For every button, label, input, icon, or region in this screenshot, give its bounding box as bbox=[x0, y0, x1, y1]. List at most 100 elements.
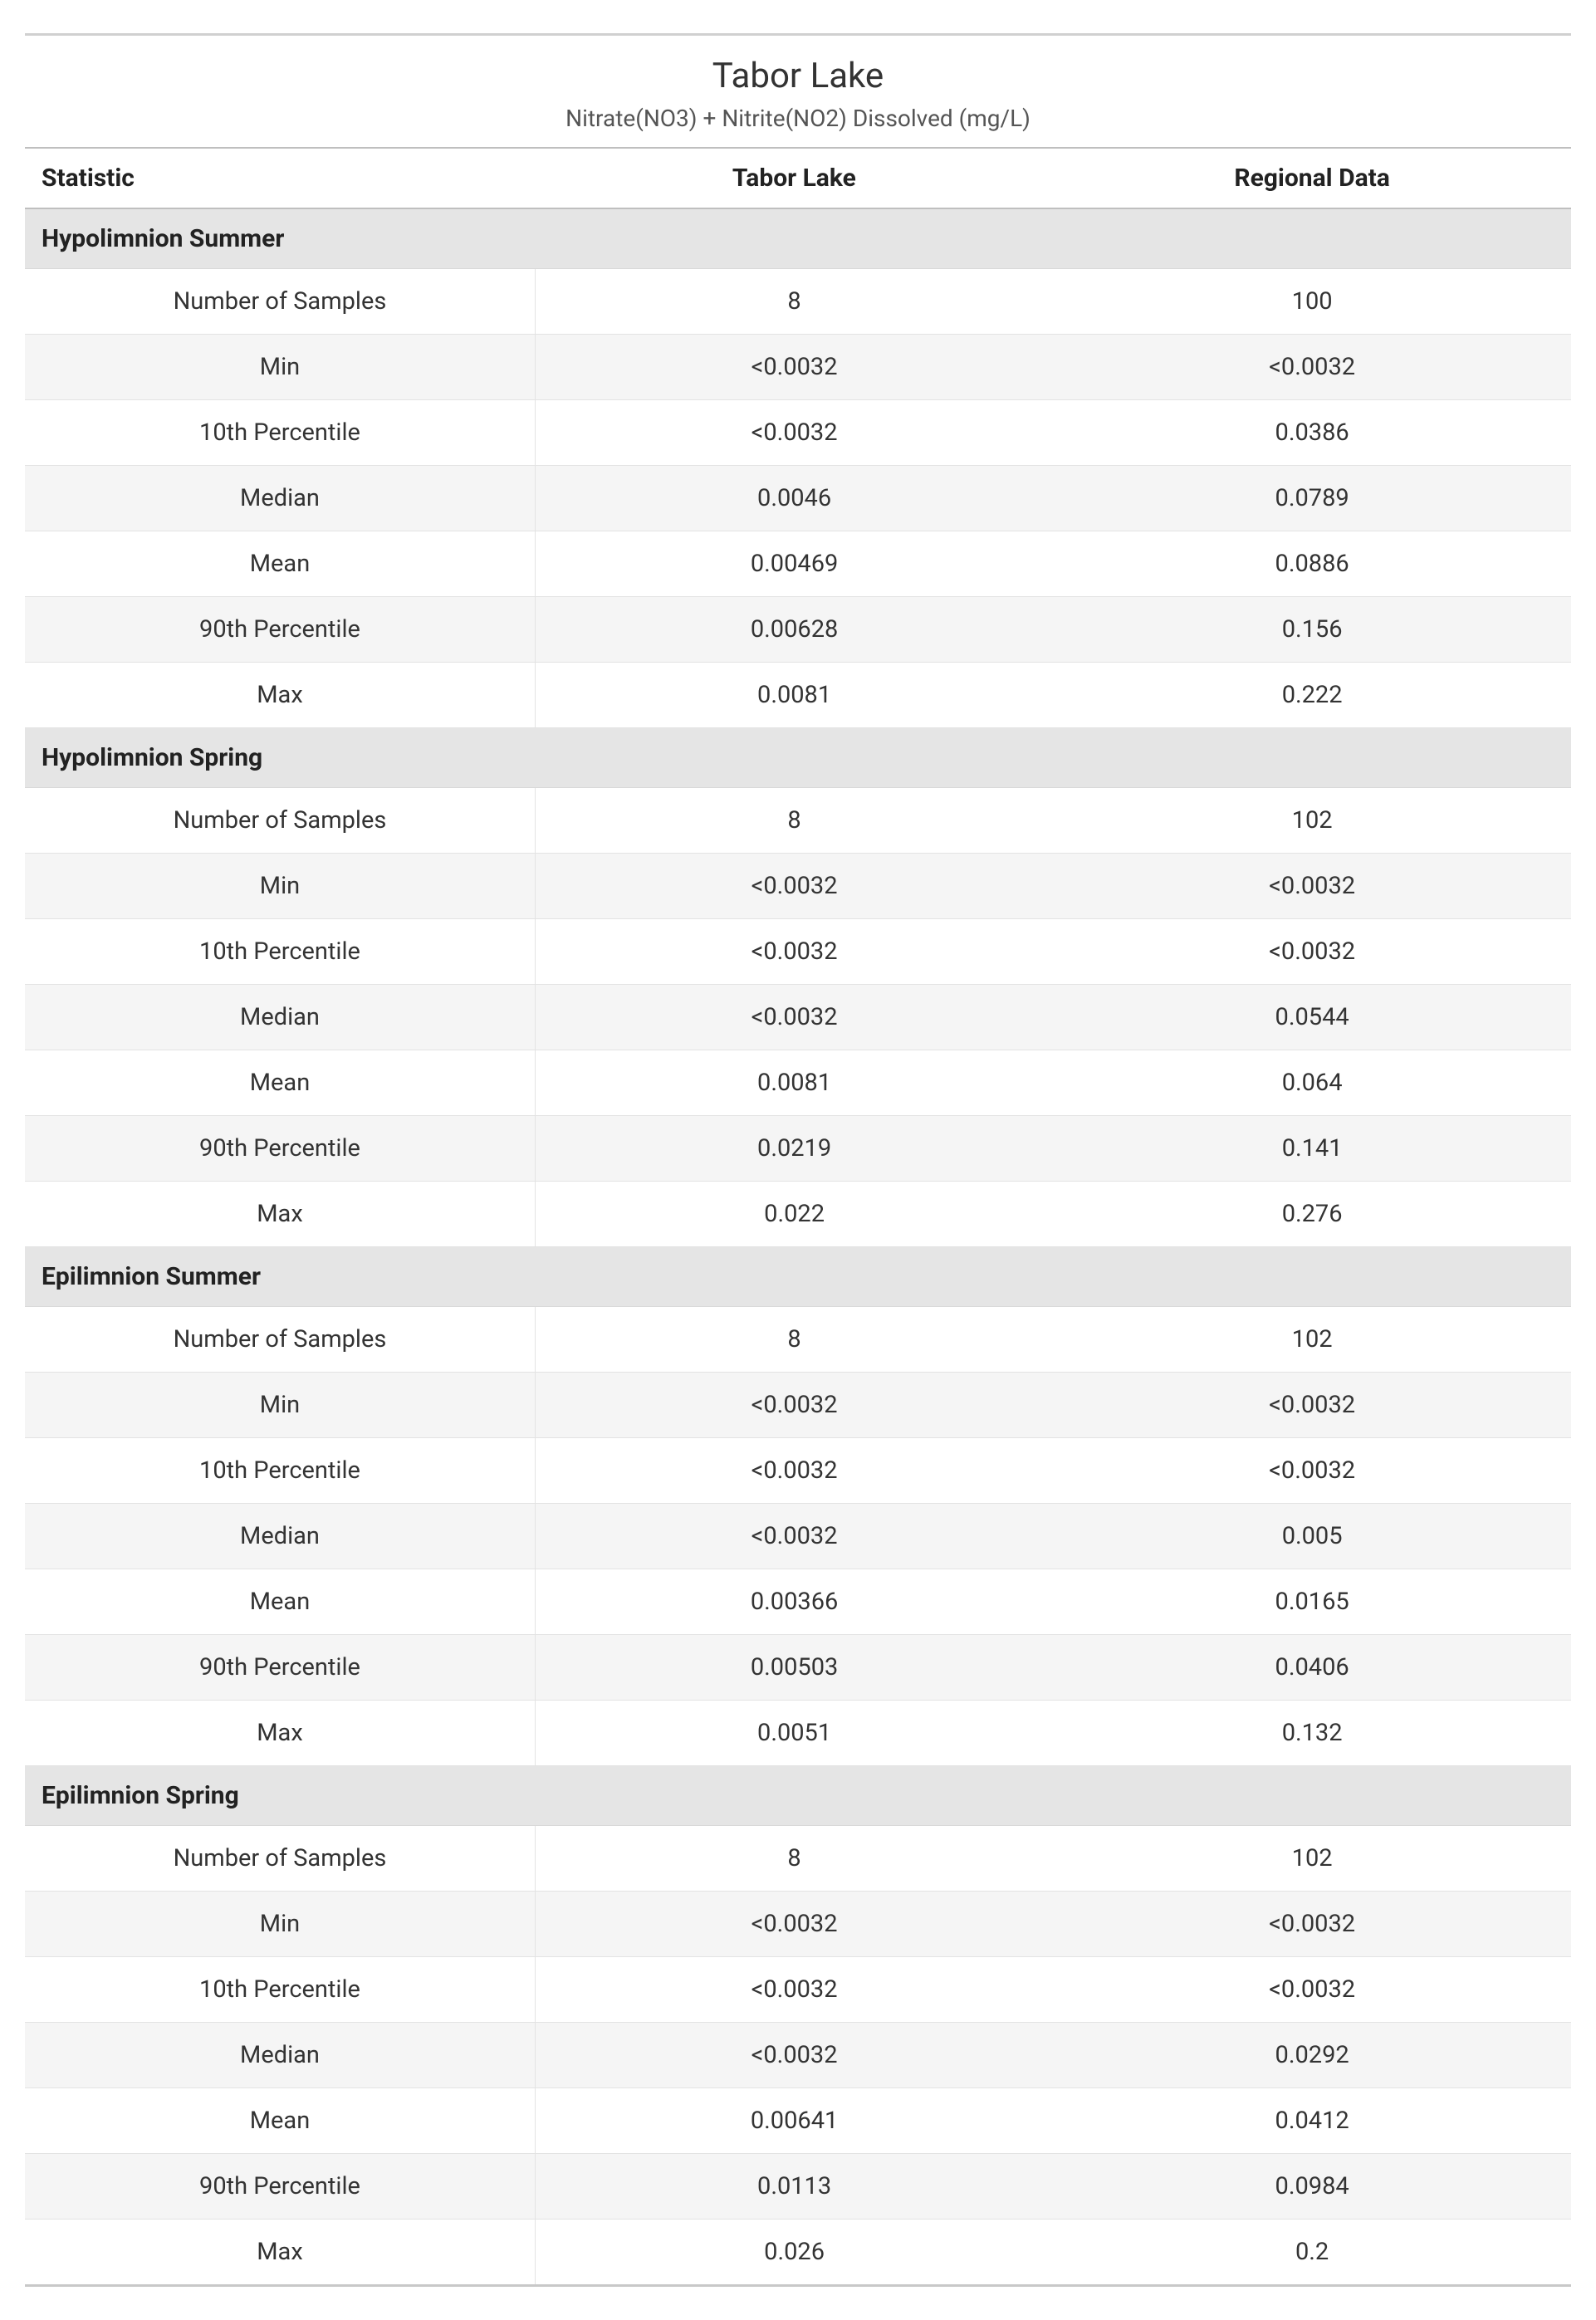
value-regional: <0.0032 bbox=[1053, 1438, 1571, 1504]
stat-label: Max bbox=[25, 2220, 535, 2286]
stat-label: Number of Samples bbox=[25, 1307, 535, 1373]
value-regional: 0.064 bbox=[1053, 1050, 1571, 1116]
value-regional: 0.0789 bbox=[1053, 466, 1571, 531]
stat-label: Min bbox=[25, 1373, 535, 1438]
table-row: Number of Samples8100 bbox=[25, 269, 1571, 335]
section-header: Hypolimnion Spring bbox=[25, 728, 1571, 788]
stat-label: Number of Samples bbox=[25, 788, 535, 854]
stat-label: Median bbox=[25, 1504, 535, 1569]
value-tabor-lake: 8 bbox=[535, 1307, 1053, 1373]
stat-label: 90th Percentile bbox=[25, 1116, 535, 1182]
statistics-table: Statistic Tabor Lake Regional Data Hypol… bbox=[25, 149, 1571, 2287]
value-tabor-lake: 0.022 bbox=[535, 1182, 1053, 1247]
table-row: 10th Percentile<0.0032<0.0032 bbox=[25, 1957, 1571, 2023]
table-row: Min<0.0032<0.0032 bbox=[25, 1373, 1571, 1438]
value-tabor-lake: 8 bbox=[535, 1826, 1053, 1892]
value-regional: 102 bbox=[1053, 1826, 1571, 1892]
page-subtitle: Nitrate(NO3) + Nitrite(NO2) Dissolved (m… bbox=[25, 105, 1571, 132]
value-tabor-lake: 0.00469 bbox=[535, 531, 1053, 597]
table-row: Max0.00810.222 bbox=[25, 663, 1571, 728]
value-regional: 0.0292 bbox=[1053, 2023, 1571, 2088]
value-regional: 0.222 bbox=[1053, 663, 1571, 728]
table-row: Number of Samples8102 bbox=[25, 1307, 1571, 1373]
stat-label: Max bbox=[25, 663, 535, 728]
stat-label: Median bbox=[25, 2023, 535, 2088]
value-tabor-lake: 0.0113 bbox=[535, 2154, 1053, 2220]
value-tabor-lake: <0.0032 bbox=[535, 1892, 1053, 1957]
value-tabor-lake: 0.00628 bbox=[535, 597, 1053, 663]
stat-label: Mean bbox=[25, 2088, 535, 2154]
stat-label: Median bbox=[25, 985, 535, 1050]
value-tabor-lake: 0.00641 bbox=[535, 2088, 1053, 2154]
value-tabor-lake: 0.0046 bbox=[535, 466, 1053, 531]
page-title: Tabor Lake bbox=[25, 56, 1571, 96]
stat-label: Number of Samples bbox=[25, 269, 535, 335]
stat-label: 10th Percentile bbox=[25, 1438, 535, 1504]
table-row: Median<0.00320.0544 bbox=[25, 985, 1571, 1050]
table-row: Min<0.0032<0.0032 bbox=[25, 854, 1571, 919]
value-tabor-lake: <0.0032 bbox=[535, 1373, 1053, 1438]
value-regional: 102 bbox=[1053, 1307, 1571, 1373]
table-row: Number of Samples8102 bbox=[25, 1826, 1571, 1892]
value-tabor-lake: 0.026 bbox=[535, 2220, 1053, 2286]
stat-label: Max bbox=[25, 1701, 535, 1766]
table-row: Max0.00510.132 bbox=[25, 1701, 1571, 1766]
table-row: Mean0.004690.0886 bbox=[25, 531, 1571, 597]
stat-label: Mean bbox=[25, 1050, 535, 1116]
value-regional: <0.0032 bbox=[1053, 335, 1571, 400]
section-title: Epilimnion Spring bbox=[25, 1766, 1571, 1826]
value-regional: 0.0165 bbox=[1053, 1569, 1571, 1635]
section-title: Hypolimnion Summer bbox=[25, 208, 1571, 269]
table-row: 10th Percentile<0.0032<0.0032 bbox=[25, 1438, 1571, 1504]
stat-label: 10th Percentile bbox=[25, 400, 535, 466]
table-row: Max0.0260.2 bbox=[25, 2220, 1571, 2286]
value-regional: 0.0984 bbox=[1053, 2154, 1571, 2220]
value-regional: 100 bbox=[1053, 269, 1571, 335]
value-regional: 0.0406 bbox=[1053, 1635, 1571, 1701]
report-container: Tabor Lake Nitrate(NO3) + Nitrite(NO2) D… bbox=[25, 33, 1571, 2287]
value-regional: 0.0886 bbox=[1053, 531, 1571, 597]
stat-label: Min bbox=[25, 854, 535, 919]
value-tabor-lake: <0.0032 bbox=[535, 2023, 1053, 2088]
table-row: Min<0.0032<0.0032 bbox=[25, 1892, 1571, 1957]
stat-label: Number of Samples bbox=[25, 1826, 535, 1892]
table-row: 90th Percentile0.006280.156 bbox=[25, 597, 1571, 663]
value-tabor-lake: <0.0032 bbox=[535, 1504, 1053, 1569]
col-tabor-lake: Tabor Lake bbox=[535, 149, 1053, 208]
value-regional: <0.0032 bbox=[1053, 1957, 1571, 2023]
table-row: Max0.0220.276 bbox=[25, 1182, 1571, 1247]
table-row: Median<0.00320.0292 bbox=[25, 2023, 1571, 2088]
stat-label: 10th Percentile bbox=[25, 1957, 535, 2023]
section-header: Epilimnion Spring bbox=[25, 1766, 1571, 1826]
value-regional: 0.156 bbox=[1053, 597, 1571, 663]
table-row: Median0.00460.0789 bbox=[25, 466, 1571, 531]
table-row: 10th Percentile<0.00320.0386 bbox=[25, 400, 1571, 466]
value-tabor-lake: <0.0032 bbox=[535, 985, 1053, 1050]
value-regional: 0.005 bbox=[1053, 1504, 1571, 1569]
value-regional: <0.0032 bbox=[1053, 1373, 1571, 1438]
table-row: 10th Percentile<0.0032<0.0032 bbox=[25, 919, 1571, 985]
title-block: Tabor Lake Nitrate(NO3) + Nitrite(NO2) D… bbox=[25, 36, 1571, 149]
value-tabor-lake: <0.0032 bbox=[535, 919, 1053, 985]
value-regional: 0.276 bbox=[1053, 1182, 1571, 1247]
table-row: Min<0.0032<0.0032 bbox=[25, 335, 1571, 400]
value-tabor-lake: 0.0081 bbox=[535, 663, 1053, 728]
value-regional: 0.132 bbox=[1053, 1701, 1571, 1766]
stat-label: Mean bbox=[25, 1569, 535, 1635]
value-tabor-lake: 0.0219 bbox=[535, 1116, 1053, 1182]
table-row: 90th Percentile0.02190.141 bbox=[25, 1116, 1571, 1182]
table-header-row: Statistic Tabor Lake Regional Data bbox=[25, 149, 1571, 208]
section-title: Hypolimnion Spring bbox=[25, 728, 1571, 788]
stat-label: Mean bbox=[25, 531, 535, 597]
stat-label: Min bbox=[25, 335, 535, 400]
table-row: Mean0.003660.0165 bbox=[25, 1569, 1571, 1635]
value-tabor-lake: 0.0081 bbox=[535, 1050, 1053, 1116]
value-tabor-lake: 0.0051 bbox=[535, 1701, 1053, 1766]
value-tabor-lake: <0.0032 bbox=[535, 335, 1053, 400]
value-regional: <0.0032 bbox=[1053, 854, 1571, 919]
value-tabor-lake: 8 bbox=[535, 269, 1053, 335]
value-regional: 102 bbox=[1053, 788, 1571, 854]
value-regional: 0.0386 bbox=[1053, 400, 1571, 466]
value-tabor-lake: <0.0032 bbox=[535, 854, 1053, 919]
table-body: Hypolimnion SummerNumber of Samples8100M… bbox=[25, 208, 1571, 2286]
